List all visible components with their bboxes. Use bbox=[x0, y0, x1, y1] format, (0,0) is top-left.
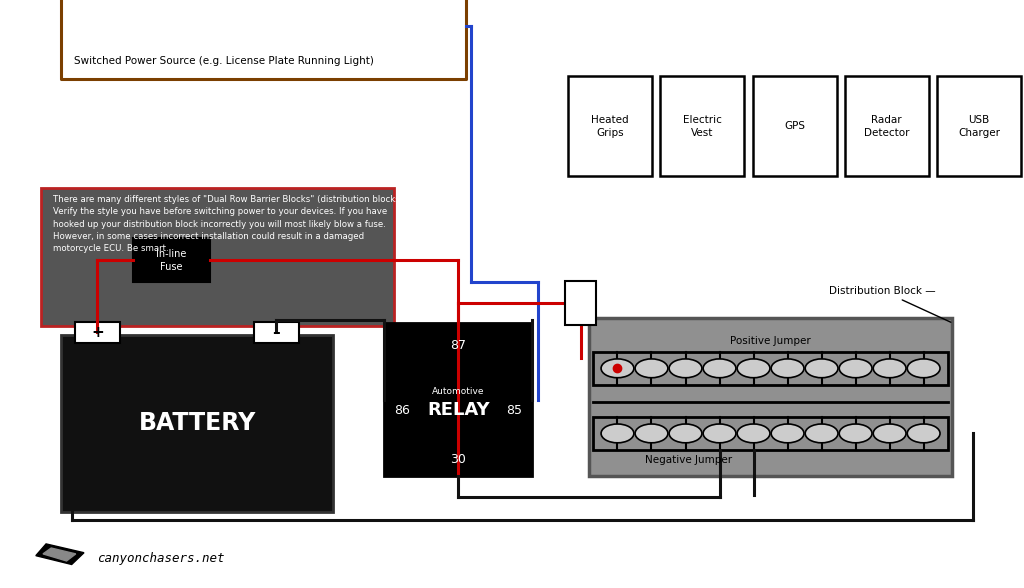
Circle shape bbox=[737, 424, 770, 443]
Circle shape bbox=[635, 359, 668, 377]
Circle shape bbox=[771, 424, 804, 443]
Text: Automotive: Automotive bbox=[432, 386, 484, 396]
Bar bbox=[568, 76, 652, 176]
Bar bbox=[254, 322, 299, 343]
Bar bbox=[133, 238, 210, 282]
Text: Distribution Block —: Distribution Block — bbox=[829, 286, 951, 322]
Text: 87: 87 bbox=[451, 339, 466, 352]
Circle shape bbox=[873, 424, 906, 443]
Text: GPS: GPS bbox=[784, 121, 805, 132]
Circle shape bbox=[601, 359, 634, 377]
Text: Electric
Vest: Electric Vest bbox=[683, 115, 722, 138]
Bar bbox=[565, 281, 596, 325]
Text: There are many different styles of "Dual Row Barrier Blocks" (distribution block: There are many different styles of "Dual… bbox=[53, 195, 406, 253]
Circle shape bbox=[805, 359, 838, 377]
Circle shape bbox=[669, 424, 701, 443]
Bar bbox=[753, 76, 837, 176]
Circle shape bbox=[873, 359, 906, 377]
Circle shape bbox=[703, 424, 736, 443]
Text: Heated
Grips: Heated Grips bbox=[592, 115, 629, 138]
Circle shape bbox=[635, 424, 668, 443]
Text: In-line
Fuse: In-line Fuse bbox=[157, 249, 186, 272]
Circle shape bbox=[771, 359, 804, 377]
Circle shape bbox=[840, 424, 872, 443]
Circle shape bbox=[737, 359, 770, 377]
Circle shape bbox=[907, 359, 940, 377]
Polygon shape bbox=[36, 544, 84, 564]
Text: USB
Charger: USB Charger bbox=[957, 115, 1000, 138]
Text: –: – bbox=[272, 325, 281, 340]
Bar bbox=[589, 318, 952, 476]
Circle shape bbox=[601, 424, 634, 443]
Bar bbox=[845, 76, 929, 176]
Text: BATTERY: BATTERY bbox=[138, 412, 256, 435]
Bar bbox=[41, 188, 394, 326]
Bar bbox=[384, 323, 532, 476]
Bar bbox=[75, 322, 120, 343]
Bar bbox=[593, 417, 948, 450]
Text: 30: 30 bbox=[451, 453, 466, 466]
Text: Switched Power Source (e.g. License Plate Running Light): Switched Power Source (e.g. License Plat… bbox=[74, 56, 374, 66]
Text: RELAY: RELAY bbox=[427, 402, 489, 419]
Bar bbox=[660, 76, 744, 176]
Polygon shape bbox=[43, 548, 76, 561]
Circle shape bbox=[805, 424, 838, 443]
Text: 86: 86 bbox=[394, 404, 411, 417]
Bar bbox=[593, 352, 948, 385]
Bar bbox=[937, 76, 1021, 176]
Text: Negative Jumper: Negative Jumper bbox=[645, 455, 732, 466]
Circle shape bbox=[907, 424, 940, 443]
Circle shape bbox=[703, 359, 736, 377]
Circle shape bbox=[669, 359, 701, 377]
Bar bbox=[61, 335, 333, 512]
Text: +: + bbox=[91, 325, 103, 340]
Text: 85: 85 bbox=[506, 404, 522, 417]
Text: Radar
Detector: Radar Detector bbox=[864, 115, 909, 138]
Circle shape bbox=[840, 359, 872, 377]
Text: canyonchasers.net: canyonchasers.net bbox=[97, 552, 225, 565]
Text: Positive Jumper: Positive Jumper bbox=[730, 336, 811, 346]
